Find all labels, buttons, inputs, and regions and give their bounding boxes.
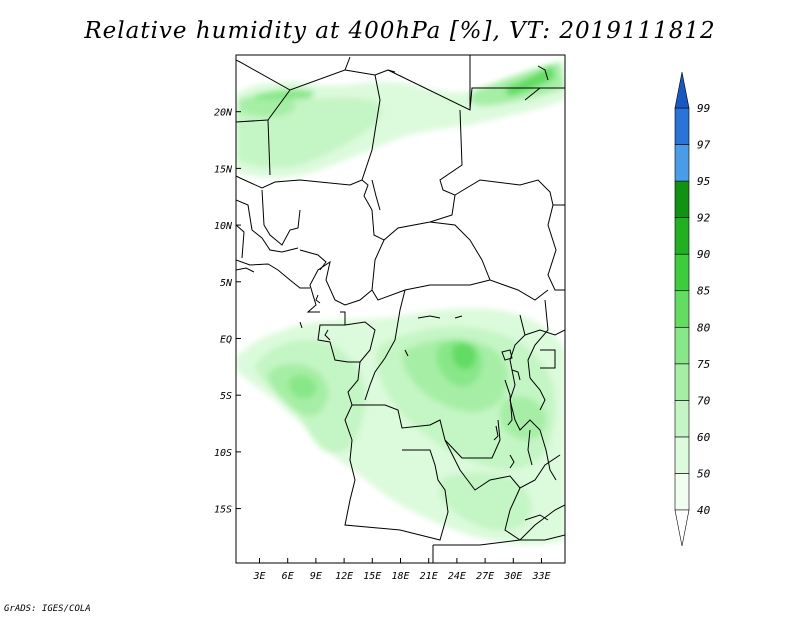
colorbar-swatch [674,144,690,182]
colorbar-swatch [674,400,690,438]
longitude-labels: 3E 6E 9E 12E 15E 18E 21E 24E 27E 30E 33E [252,558,551,582]
lat-label: 15N [214,164,233,175]
colorbar-label: 95 [697,175,710,188]
lon-label: 18E [391,571,409,582]
country-boundaries [236,55,565,563]
colorbar-swatch [674,180,690,218]
colorbar-label: 80 [697,321,711,334]
humidity-shading [236,62,565,545]
lat-label: 15S [214,505,232,516]
lat-label: 5S [220,391,232,402]
colorbar-label: 90 [697,248,711,261]
colorbar-label: 97 [697,139,711,152]
colorbar-label: 50 [697,467,711,480]
colorbar-bottom-arrow [674,509,690,547]
colorbar-swatch [674,217,690,255]
lon-label: 3E [252,571,265,582]
colorbar-swatch [674,473,690,511]
humidity-field-south [236,308,565,545]
lat-label: EQ [220,334,232,345]
colorbar-label: 92 [697,212,711,225]
lon-label: 9E [310,571,322,582]
colorbar: 40 50 60 70 75 80 85 90 92 95 97 99 [674,71,711,547]
colorbar-label: 99 [697,102,710,115]
colorbar-swatch [674,290,690,328]
colorbar-top-arrow [674,71,690,109]
lon-label: 21E [420,571,438,582]
lat-label: 20N [214,108,233,119]
lon-label: 27E [476,571,494,582]
humidity-field-north [236,62,565,178]
lon-label: 15E [363,571,381,582]
lat-label: 10S [214,448,232,459]
colorbar-swatch [674,253,690,292]
colorbar-label: 75 [697,358,710,371]
lon-label: 24E [448,571,466,582]
colorbar-label: 60 [697,431,711,444]
lon-label: 12E [335,571,353,582]
latitude-labels: 20N 15N 10N 5N EQ 5S 10S 15S [214,108,241,516]
lon-label: 33E [531,571,550,582]
grads-credit: GrADS: IGES/COLA [4,604,91,614]
colorbar-label: 85 [697,285,710,298]
lon-label: 6E [282,571,294,582]
lat-label: 5N [220,278,233,289]
inland-water-features [299,65,549,469]
map-title: Relative humidity at 400hPa [%], VT: 201… [84,18,716,44]
colorbar-swatch [674,436,690,474]
colorbar-swatch [674,326,690,365]
colorbar-swatch [674,363,690,401]
lon-label: 30E [503,571,522,582]
colorbar-swatch [674,107,690,145]
colorbar-label: 70 [697,394,711,407]
colorbar-label: 40 [697,504,711,517]
lat-label: 10N [214,221,233,232]
